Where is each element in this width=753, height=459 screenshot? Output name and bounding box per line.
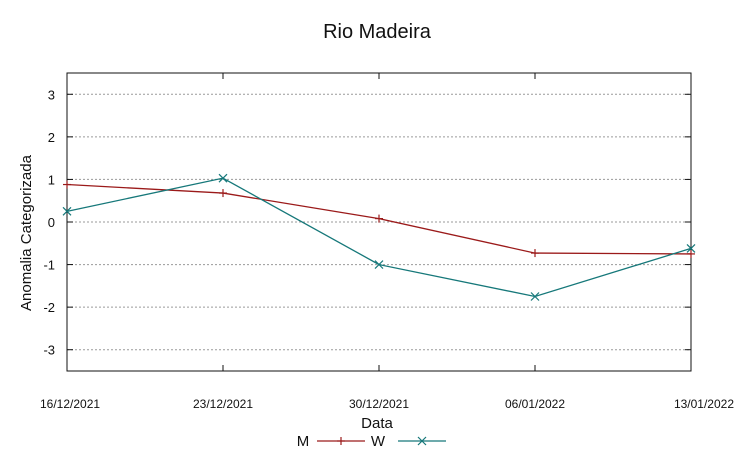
y-axis-ticks: 3 2 1 0 -1 -2 -3 [43, 87, 691, 358]
data-point-w [62, 206, 72, 216]
data-point-w [218, 173, 228, 183]
y-tick-label: -2 [43, 300, 55, 315]
y-tick-label: 0 [48, 215, 55, 230]
x-tick-label: 16/12/2021 [40, 397, 100, 411]
legend-marker-w [417, 436, 427, 446]
legend-marker-m [337, 437, 345, 445]
series-line-w [66, 177, 692, 298]
data-point-m [375, 214, 383, 223]
legend-label-m: M [297, 433, 310, 450]
y-tick-label: 1 [48, 172, 55, 187]
data-point-m [687, 249, 695, 258]
data-point-m [531, 249, 539, 258]
chart-title: Rio Madeira [323, 21, 432, 43]
x-tick-label: 30/12/2021 [349, 397, 409, 411]
y-tick-label: 3 [48, 87, 55, 102]
y-tick-label: 2 [48, 130, 55, 145]
x-axis-label: Data [361, 415, 393, 432]
x-tick-label: 23/12/2021 [193, 397, 253, 411]
y-axis-label: Anomalia Categorizada [18, 154, 35, 311]
series-layer [62, 173, 696, 301]
legend-label-w: W [371, 433, 386, 450]
x-tick-label: 06/01/2022 [505, 397, 565, 411]
data-point-m [63, 180, 71, 189]
data-point-w [374, 260, 384, 269]
y-tick-label: -3 [43, 343, 55, 358]
data-point-w [686, 243, 696, 253]
data-point-w [530, 292, 540, 301]
x-axis-ticks: 16/12/2021 23/12/2021 30/12/2021 06/01/2022… [40, 73, 734, 411]
data-point-m [219, 189, 227, 198]
x-tick-label: 13/01/2022 [674, 397, 734, 411]
y-tick-label: -1 [43, 258, 55, 273]
